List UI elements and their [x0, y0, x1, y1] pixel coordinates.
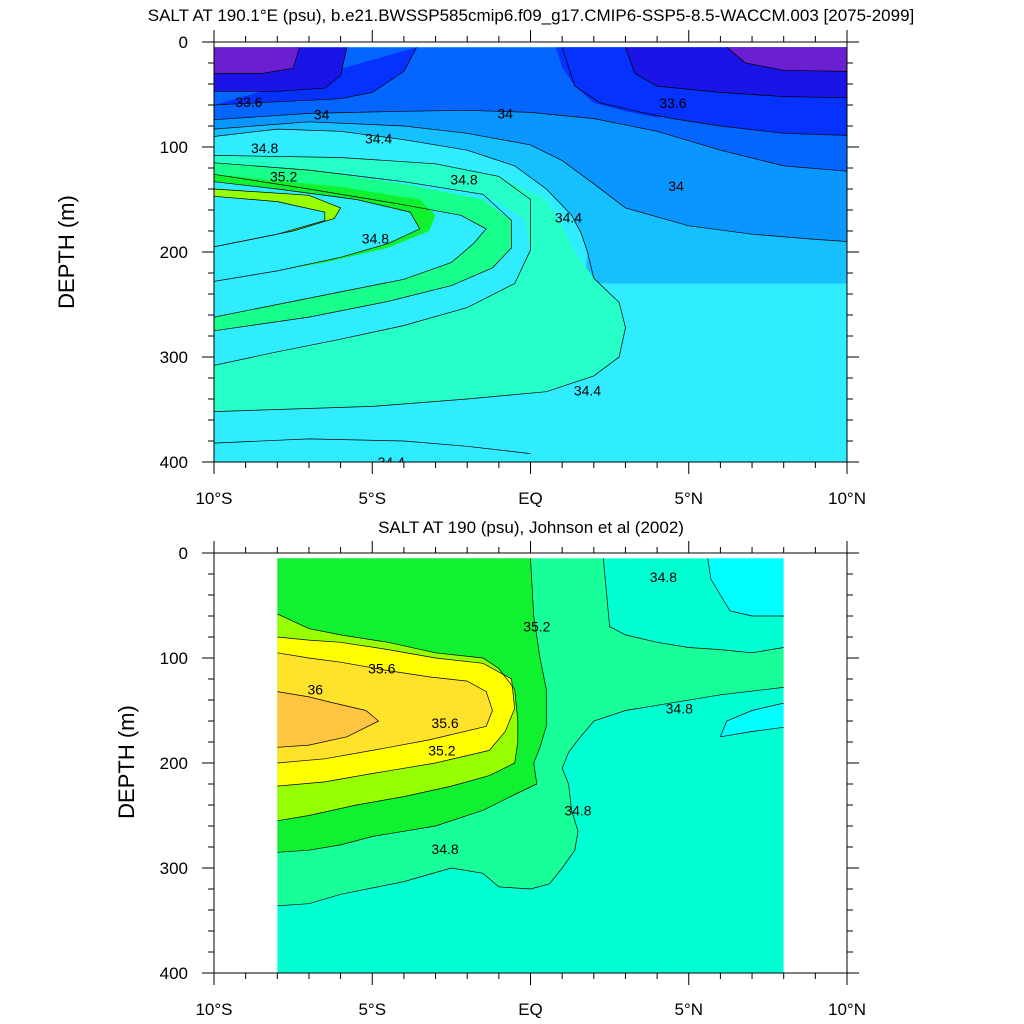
- contour-label: 35.6: [368, 661, 395, 677]
- y-tick-label: 0: [179, 544, 188, 563]
- contour-line: [277, 652, 493, 764]
- salinity-region: [720, 703, 784, 737]
- contour-line: [214, 47, 417, 106]
- contour-label: 34: [668, 178, 684, 194]
- contour-line: [277, 558, 547, 853]
- contour-label: 34.8: [450, 172, 477, 188]
- contour-line: [720, 726, 784, 738]
- top-plot-area: 33.6 34 34.8 34.4 35.2 34.8 34.8 34 34.4 33.6 34 34…: [160, 30, 866, 508]
- contour-label: 35.2: [523, 619, 550, 635]
- contour-label: 34: [314, 106, 330, 122]
- contour-label: 34.4: [555, 209, 582, 225]
- contour-line: [707, 558, 784, 617]
- x-tick-label: EQ: [518, 489, 543, 508]
- contour-line: [214, 128, 626, 412]
- y-tick-label: 300: [160, 859, 188, 878]
- salinity-region: [214, 162, 512, 331]
- salinity-region: [214, 155, 626, 462]
- bottom-salinity-panel: SALT AT 190 (psu), Johnson et al (2002) …: [114, 518, 866, 1019]
- x-tick-label: EQ: [518, 1000, 543, 1019]
- salinity-region: [214, 47, 300, 74]
- contour-field: 33.6 34 34.8 34.4 35.2 34.8 34.8 34 34.4 33.6 34 34…: [214, 47, 847, 470]
- contour-label: 34.8: [666, 700, 693, 716]
- contour-label: 35.2: [428, 742, 455, 758]
- contour-line: [214, 173, 487, 318]
- axis-ticks: [202, 30, 859, 474]
- y-tick-label: 400: [160, 964, 188, 983]
- contour-line: [625, 47, 847, 99]
- x-tick-label: 5°S: [358, 1000, 386, 1019]
- y-tick-label: 200: [160, 243, 188, 262]
- y-tick-label: 200: [160, 754, 188, 773]
- bottom-panel-title: SALT AT 190 (psu), Johnson et al (2002): [378, 518, 684, 537]
- contour-line: [214, 121, 847, 242]
- x-tick-label: 5°S: [358, 489, 386, 508]
- contour-line: [277, 691, 380, 748]
- contour-line: [214, 155, 531, 366]
- axis-ticks: [202, 541, 859, 985]
- contour-label: 34.4: [378, 454, 405, 470]
- contour-label: 35.2: [270, 168, 297, 184]
- salinity-region: [214, 189, 341, 247]
- contour-line: [602, 558, 784, 654]
- contour-line: [720, 702, 784, 737]
- top-panel-title: SALT AT 190.1°E (psu), b.e21.BWSSP585cmi…: [148, 6, 915, 25]
- contour-line: [277, 636, 516, 787]
- y-tick-label: 300: [160, 348, 188, 367]
- contour-label: 34.4: [574, 383, 601, 399]
- x-tick-label: 10°N: [828, 489, 866, 508]
- top-salinity-panel: SALT AT 190.1°E (psu), b.e21.BWSSP585cmi…: [54, 6, 914, 508]
- contour-label: 34: [497, 105, 513, 121]
- contour-label: 34.8: [431, 841, 458, 857]
- contour-line: [214, 109, 847, 172]
- contour-line: [214, 47, 348, 92]
- x-tick-label: 5°N: [674, 1000, 703, 1019]
- contour-field: 34.8 35.2 35.6 36 35.6 35.2 34.8 34.8 34.8: [277, 558, 784, 973]
- contour-label: 34.8: [650, 569, 677, 585]
- contour-label: 36: [307, 682, 323, 698]
- contour-line: [214, 47, 300, 74]
- y-tick-label: 0: [179, 33, 188, 52]
- contour-line: [277, 613, 519, 822]
- y-tick-label: 400: [160, 453, 188, 472]
- x-tick-label: 10°S: [195, 1000, 232, 1019]
- salinity-region: [726, 47, 847, 72]
- contour-label: 34.8: [362, 230, 389, 246]
- contour-label: 34.8: [251, 140, 278, 156]
- salinity-region: [707, 558, 784, 616]
- contour-label: 33.6: [659, 95, 686, 111]
- contour-label: 34.8: [564, 802, 591, 818]
- bottom-plot-area: 34.8 35.2 35.6 36 35.6 35.2 34.8 34.8 34.8 10°S 5°…: [160, 541, 866, 1019]
- contour-line: [561, 47, 847, 136]
- y-tick-label: 100: [160, 649, 188, 668]
- contour-line: [214, 438, 531, 454]
- y-tick-label: 100: [160, 138, 188, 157]
- x-tick-label: 5°N: [674, 489, 703, 508]
- top-y-axis-label: DEPTH (m): [54, 195, 79, 309]
- bottom-y-axis-label: DEPTH (m): [114, 705, 139, 819]
- contour-label: 33.6: [235, 94, 262, 110]
- x-tick-label: 10°N: [828, 1000, 866, 1019]
- contour-line: [214, 195, 326, 248]
- x-tick-label: 10°S: [195, 489, 232, 508]
- contour-line: [214, 181, 421, 282]
- contour-line: [214, 162, 512, 332]
- contour-line: [277, 687, 784, 907]
- contour-label: 34.4: [365, 131, 392, 147]
- contour-label: 35.6: [431, 715, 458, 731]
- contour-line: [726, 47, 847, 72]
